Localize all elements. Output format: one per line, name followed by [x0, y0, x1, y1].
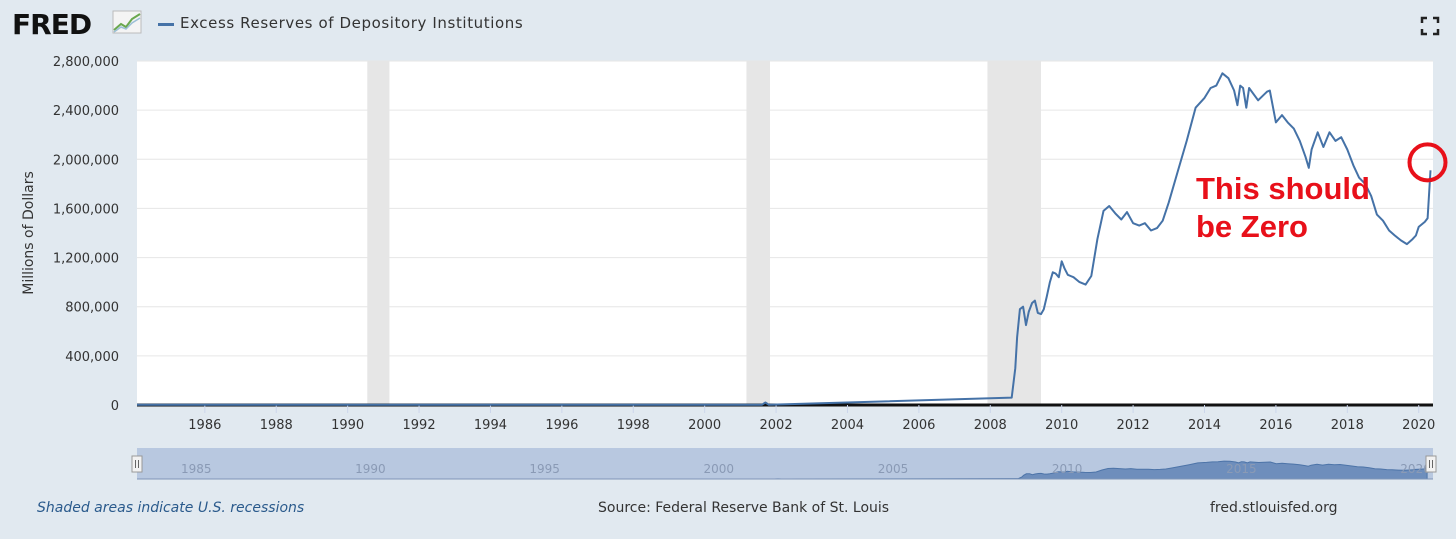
x-tick-label-7: 2000 — [688, 418, 721, 433]
x-tick-label-14: 2014 — [1188, 418, 1221, 433]
x-tick-label-15: 2016 — [1259, 418, 1292, 433]
fullscreen-icon[interactable] — [1420, 16, 1440, 36]
x-tick-label-6: 1998 — [617, 418, 650, 433]
x-tick-label-2: 1990 — [331, 418, 364, 433]
x-tick-label-12: 2010 — [1045, 418, 1078, 433]
chart-header: FRED Excess Reserves of Depository Insti… — [0, 0, 1456, 50]
navigator-label-5: 2010 — [1052, 462, 1083, 476]
chart-area: 0 400,000 800,000 1,200,000 1,600,000 2,000,0… — [21, 55, 1448, 480]
navigator-label-6: 2015 — [1226, 462, 1257, 476]
navigator-handle-right[interactable] — [1425, 455, 1437, 473]
x-tick-label-11: 2008 — [974, 418, 1007, 433]
navigator-label-4: 2005 — [878, 462, 909, 476]
navigator-handle-left[interactable] — [131, 455, 143, 473]
navigator-label-2: 1995 — [529, 462, 560, 476]
source-note[interactable]: Source: Federal Reserve Bank of St. Loui… — [598, 500, 890, 516]
y-tick-label-0: 0 — [111, 399, 119, 414]
navigator-label-1: 1990 — [355, 462, 386, 476]
x-tick-label-3: 1992 — [403, 418, 436, 433]
series-line — [137, 72, 1432, 406]
y-tick-label-4: 1,600,000 — [53, 202, 119, 217]
recession-band-1 — [746, 61, 771, 405]
plot-background — [137, 61, 1433, 405]
x-tick-label-10: 2006 — [902, 418, 935, 433]
annotation-text: This should be Zero — [1196, 170, 1370, 246]
site-link[interactable]: fred.stlouisfed.org — [1210, 500, 1338, 516]
y-tick-label-3: 1,200,000 — [53, 252, 119, 267]
y-tick-label-7: 2,800,000 — [53, 55, 119, 70]
x-tick-label-17: 2020 — [1402, 418, 1435, 433]
x-tick-label-9: 2004 — [831, 418, 864, 433]
x-tick-label-5: 1996 — [545, 418, 578, 433]
navigator-label-0: 1985 — [181, 462, 212, 476]
legend-series-title[interactable]: Excess Reserves of Depository Institutio… — [180, 14, 524, 32]
y-tick-label-1: 400,000 — [65, 350, 119, 365]
recession-band-0 — [367, 61, 390, 405]
recession-note[interactable]: Shaded areas indicate U.S. recessions — [37, 500, 305, 516]
navigator-label-3: 2000 — [704, 462, 735, 476]
legend-series-swatch — [158, 23, 174, 26]
recession-band-2 — [987, 61, 1041, 405]
y-axis-title: Millions of Dollars — [21, 171, 37, 295]
y-tick-label-6: 2,400,000 — [53, 104, 119, 119]
fred-logo[interactable]: FRED — [12, 8, 92, 41]
fred-chart-logo-icon — [112, 10, 142, 34]
x-tick-label-13: 2012 — [1117, 418, 1150, 433]
navigator-series-area — [164, 460, 1428, 480]
x-tick-label-1: 1988 — [260, 418, 293, 433]
x-tick-label-0: 1986 — [188, 418, 221, 433]
x-tick-label-16: 2018 — [1331, 418, 1364, 433]
y-tick-label-5: 2,000,000 — [53, 153, 119, 168]
x-tick-label-4: 1994 — [474, 418, 507, 433]
annotation-line-1: This should — [1196, 171, 1370, 206]
x-tick-label-8: 2002 — [760, 418, 793, 433]
annotation-line-2: be Zero — [1196, 209, 1308, 244]
annotation-circle — [1407, 142, 1448, 183]
navigator-label-7: 2020 — [1400, 462, 1431, 476]
y-tick-label-2: 800,000 — [65, 301, 119, 316]
